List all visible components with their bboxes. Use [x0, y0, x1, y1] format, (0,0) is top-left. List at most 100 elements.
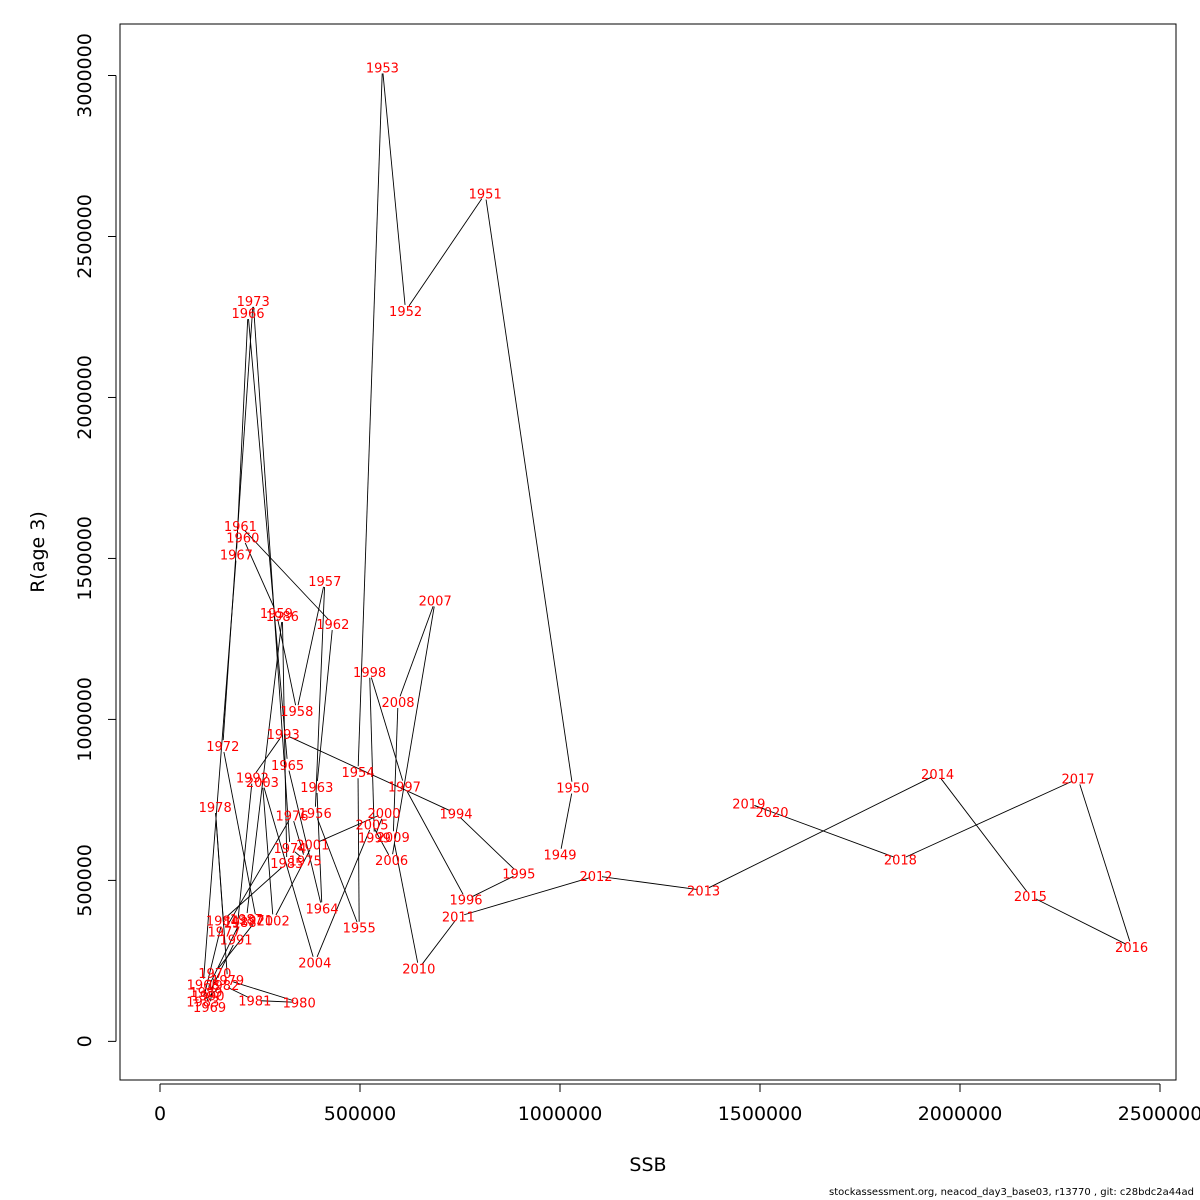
- point-label-2016: 2016: [1115, 941, 1148, 956]
- point-label-1973: 1973: [237, 295, 270, 310]
- segment-2005-2006: [374, 829, 390, 856]
- segment-1962-1963: [316, 630, 333, 782]
- segment-1961-1962: [244, 529, 330, 621]
- x-tick-label: 2500000: [1118, 1103, 1200, 1125]
- segment-1995-1996: [471, 875, 514, 898]
- segment-2002-2003: [262, 787, 274, 915]
- segment-1973-1974: [253, 306, 291, 842]
- point-label-2015: 2015: [1014, 890, 1047, 905]
- point-label-1982: 1982: [206, 979, 239, 994]
- segment-1975-1976: [293, 820, 304, 855]
- point-label-1963: 1963: [300, 781, 333, 796]
- point-label-1965: 1965: [271, 759, 304, 774]
- segment-1981-1982: [228, 987, 250, 999]
- point-label-1993: 1993: [267, 728, 300, 743]
- segment-2017-2018: [905, 780, 1073, 858]
- plot-frame: [119, 23, 1177, 1081]
- segment-2014-2015: [940, 778, 1028, 892]
- point-label-2012: 2012: [579, 870, 612, 885]
- point-label-2004: 2004: [298, 956, 331, 971]
- point-label-1983: 1983: [186, 995, 219, 1010]
- point-label-1954: 1954: [341, 766, 374, 781]
- point-label-1957: 1957: [308, 575, 341, 590]
- segment-2007-2008: [399, 606, 434, 697]
- point-label-1980: 1980: [283, 996, 316, 1011]
- point-label-2020: 2020: [755, 806, 788, 821]
- point-label-2005: 2005: [355, 818, 388, 833]
- segment-1983-1984: [203, 926, 222, 996]
- point-label-1958: 1958: [280, 705, 313, 720]
- point-label-2009: 2009: [377, 831, 410, 846]
- y-tick-label: 500000: [74, 844, 96, 917]
- segment-1970-1971: [218, 924, 254, 969]
- point-label-2019: 2019: [732, 797, 765, 812]
- point-label-2001: 2001: [296, 838, 329, 853]
- point-label-2018: 2018: [884, 853, 917, 868]
- segment-1965-1966: [248, 319, 288, 759]
- segment-1959-1960: [244, 542, 275, 608]
- y-axis-label: R(age 3): [27, 511, 49, 593]
- point-label-1962: 1962: [316, 618, 349, 633]
- point-label-1971: 1971: [240, 914, 273, 929]
- point-label-2003: 2003: [246, 776, 279, 791]
- segment-1976-1977: [226, 820, 290, 927]
- segment-1994-1995: [460, 817, 515, 870]
- point-label-1964: 1964: [305, 902, 338, 917]
- y-tick-label: 1000000: [74, 677, 96, 762]
- segment-2019-2020: [754, 805, 767, 811]
- segment-1979-1980: [233, 981, 294, 1002]
- segment-1990-1991: [210, 944, 234, 991]
- point-label-1990: 1990: [191, 989, 224, 1004]
- point-label-1999: 1999: [358, 832, 391, 847]
- x-axis-label: SSB: [629, 1154, 666, 1176]
- point-label-1989: 1989: [189, 986, 222, 1001]
- point-label-1972: 1972: [206, 740, 239, 755]
- segment-2010-2011: [422, 920, 456, 965]
- point-label-1979: 1979: [211, 974, 244, 989]
- point-label-2014: 2014: [921, 768, 954, 783]
- segment-2012-2013: [601, 876, 698, 891]
- point-label-1977: 1977: [207, 925, 240, 940]
- point-labels: 1949 1950 1951 1952 1953 1954 1955 1956 1957 1958…: [186, 61, 1148, 1016]
- point-label-1956: 1956: [299, 807, 332, 822]
- x-axis: 0 500000 1000000 1500000 2000000 2500000: [154, 1083, 1200, 1125]
- segment-1953-1954: [357, 73, 383, 767]
- segment-2011-2012: [464, 877, 591, 916]
- point-label-1987: 1987: [230, 913, 263, 928]
- segment-2008-2009: [392, 708, 399, 832]
- segment-1996-1997: [406, 791, 464, 895]
- point-label-1959: 1959: [260, 607, 293, 622]
- segment-1969-1970: [210, 978, 215, 1002]
- point-label-1994: 1994: [439, 807, 472, 822]
- point-label-1953: 1953: [366, 61, 399, 76]
- segment-1984-1985: [226, 866, 283, 917]
- segment-1974-1975: [294, 851, 301, 857]
- segment-1950-1951: [485, 199, 573, 782]
- point-label-1997: 1997: [388, 780, 421, 795]
- segment-1951-1952: [408, 198, 483, 307]
- segment-1956-1957: [314, 586, 326, 807]
- segment-2013-2014: [708, 776, 933, 889]
- segment-1954-1955: [357, 778, 360, 922]
- segment-1992-1993: [255, 738, 281, 774]
- point-label-1949: 1949: [543, 849, 576, 864]
- segment-1997-1998: [370, 677, 404, 781]
- y-tick-label: 3000000: [74, 33, 96, 118]
- segment-2004-2005: [316, 829, 371, 958]
- segment-1964-1965: [288, 770, 322, 903]
- point-label-1976: 1976: [275, 809, 308, 824]
- segment-1972-1973: [222, 306, 254, 741]
- x-tick-label: 1500000: [718, 1103, 803, 1125]
- segment-1982-1983: [207, 988, 219, 998]
- point-label-1952: 1952: [389, 305, 422, 320]
- point-label-2011: 2011: [442, 910, 475, 925]
- point-label-1961: 1961: [224, 520, 257, 535]
- segment-1957-1958: [297, 586, 324, 706]
- point-label-2000: 2000: [367, 807, 400, 822]
- segment-1952-1953: [382, 73, 406, 305]
- point-label-2017: 2017: [1061, 773, 1094, 788]
- point-label-2007: 2007: [419, 595, 452, 610]
- segment-2009-2010: [393, 843, 419, 963]
- point-label-1967: 1967: [220, 549, 253, 564]
